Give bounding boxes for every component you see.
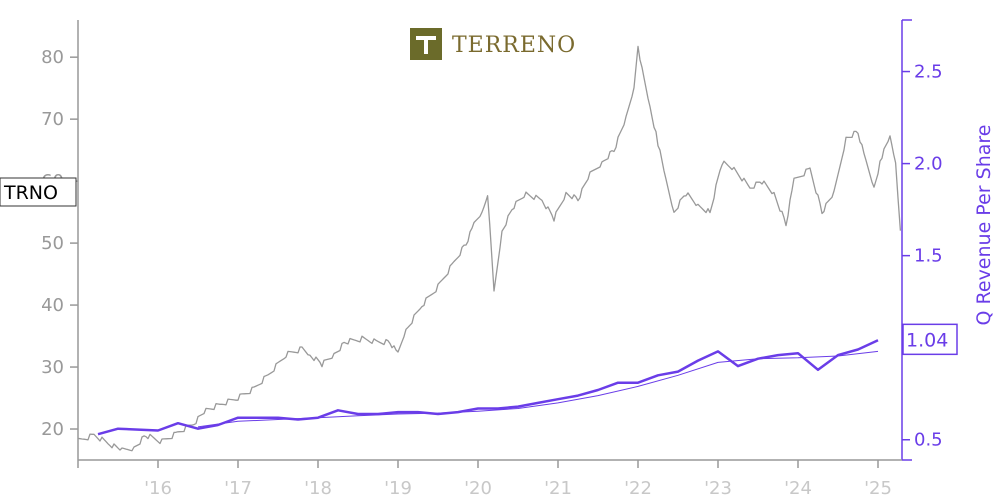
x-tick-label: '23	[704, 478, 732, 499]
price-series-line	[77, 45, 902, 452]
y-right-tick-label: 2.5	[914, 62, 943, 83]
y-right-tick-label: 0.5	[914, 430, 943, 451]
x-tick-label: '21	[544, 478, 572, 499]
y-left-tick-label: 80	[41, 47, 64, 68]
right-label-box	[902, 323, 958, 356]
x-tick-label: '18	[304, 478, 332, 499]
right-label-text: 1.04	[906, 329, 948, 351]
logo-text: TERRENO	[452, 33, 576, 58]
left-label-text: TRNO	[3, 182, 58, 204]
value-labels: TRNO 1.04	[0, 177, 958, 356]
x-tick-label: '17	[224, 478, 252, 499]
y-left-tick-label: 50	[41, 233, 64, 254]
x-tick-label: '16	[144, 478, 172, 499]
left-label-box	[0, 177, 77, 207]
y2-axis-title: Q Revenue Per Share	[973, 125, 995, 326]
terreno-logo: TERRENO	[410, 28, 576, 60]
y-left-tick-label: 30	[41, 357, 64, 378]
x-tick-label: '24	[784, 478, 812, 499]
y-left-tick-label: 40	[41, 295, 64, 316]
series-group	[77, 45, 902, 452]
x-tick-label: '22	[624, 478, 652, 499]
y-right-tick-label: 2.0	[914, 154, 943, 175]
logo-mark-stem-icon	[424, 36, 428, 54]
y-right-tick-label: 1.5	[914, 246, 943, 267]
x-tick-label: '25	[864, 478, 892, 499]
y-left-tick-label: 20	[41, 419, 64, 440]
revenue-series-line	[97, 339, 879, 436]
revenue-trend-line	[197, 350, 879, 428]
y-left-tick-label: 70	[41, 109, 64, 130]
x-tick-label: '20	[464, 478, 492, 499]
x-tick-label: '19	[384, 478, 412, 499]
